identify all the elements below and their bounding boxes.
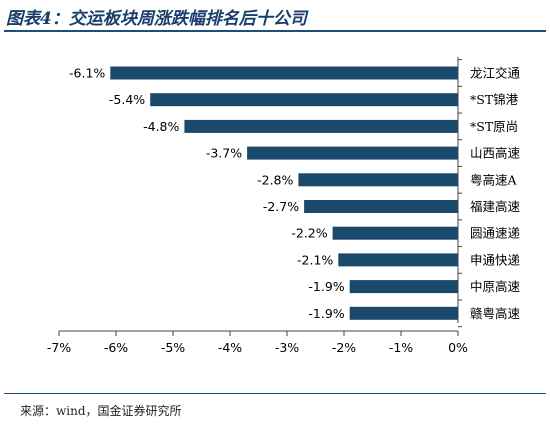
data-label: -6.1% [69, 66, 105, 81]
bar [349, 306, 458, 320]
category-label: 中原高速 [470, 279, 521, 294]
bar [332, 226, 458, 240]
bar [298, 173, 458, 187]
data-label: -4.8% [143, 119, 179, 134]
data-label: -2.2% [291, 226, 327, 241]
bar [247, 146, 458, 160]
bar [338, 253, 458, 267]
category-label: 赣粤高速 [470, 306, 521, 321]
category-label: 山西高速 [470, 146, 521, 161]
source-note: 来源：wind，国金证券研究所 [20, 404, 182, 418]
x-tick-label: -2% [332, 340, 356, 355]
category-label: 福建高速 [470, 199, 521, 214]
bar [349, 280, 458, 294]
bar [150, 93, 458, 107]
category-label: 粤高速A [470, 172, 518, 187]
category-label: 申通快递 [470, 252, 521, 267]
x-tick-label: -7% [47, 340, 71, 355]
data-label: -3.7% [206, 146, 242, 161]
title-underline [4, 30, 546, 32]
data-label: -2.8% [257, 172, 293, 187]
bar [184, 119, 458, 133]
footer-rule [4, 393, 546, 394]
data-label: -2.7% [263, 199, 299, 214]
x-tick-label: -4% [218, 340, 242, 355]
bar [304, 200, 458, 213]
bar-chart: -6.1% 龙江交通 -5.4% *ST锦港 -4.8% *ST原尚 -3.7% 山西高速 -2… [47, 57, 521, 355]
data-label: -1.9% [308, 279, 344, 294]
category-label: *ST原尚 [470, 119, 518, 134]
chart-title: 图表4：交运板块周涨跌幅排名后十公司 [6, 9, 307, 29]
x-tick-label: -6% [104, 340, 128, 355]
x-tick-label: -3% [275, 340, 299, 355]
category-label: 圆通速递 [470, 226, 521, 241]
category-label: *ST锦港 [470, 92, 519, 107]
data-label: -2.1% [297, 252, 333, 267]
category-label: 龙江交通 [470, 66, 521, 81]
data-label: -1.9% [308, 306, 344, 321]
x-tick-label: -5% [161, 340, 185, 355]
bar [110, 66, 459, 80]
x-tick-label: 0% [448, 340, 468, 355]
data-label: -5.4% [109, 92, 145, 107]
x-tick-label: -1% [389, 340, 413, 355]
